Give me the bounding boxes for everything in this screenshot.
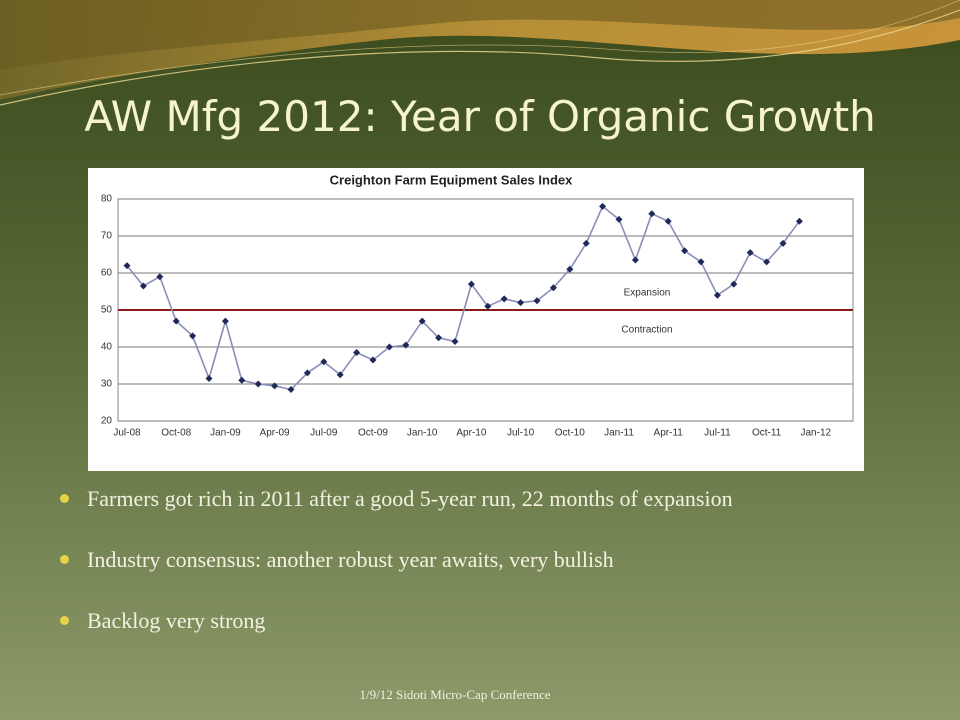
data-point xyxy=(615,215,623,223)
x-tick-label: Jul-09 xyxy=(310,428,338,439)
data-point xyxy=(435,334,443,342)
x-tick-label: Oct-09 xyxy=(358,428,388,439)
x-tick-label: Apr-11 xyxy=(654,428,684,439)
data-point xyxy=(287,386,295,394)
x-tick-label: Jul-11 xyxy=(704,428,731,439)
data-point xyxy=(320,358,328,366)
x-tick-label: Jan-12 xyxy=(801,428,832,439)
data-point xyxy=(336,371,344,379)
data-point xyxy=(172,317,180,325)
y-tick-label: 80 xyxy=(101,194,113,205)
bullet: Farmers got rich in 2011 after a good 5-… xyxy=(60,480,733,541)
data-point xyxy=(795,217,803,225)
data-point xyxy=(681,247,689,255)
y-tick-label: 70 xyxy=(101,231,113,242)
data-point xyxy=(500,295,508,303)
x-tick-label: Jul-08 xyxy=(113,428,141,439)
data-point xyxy=(303,369,311,377)
data-point xyxy=(730,280,738,288)
y-tick-label: 60 xyxy=(101,268,113,279)
x-tick-label: Jan-10 xyxy=(407,428,438,439)
x-tick-label: Oct-10 xyxy=(555,428,585,439)
data-point xyxy=(451,337,459,345)
bullet: Backlog very strong xyxy=(60,602,733,663)
data-point xyxy=(763,258,771,266)
data-point xyxy=(779,239,787,247)
x-tick-label: Oct-11 xyxy=(752,428,782,439)
bullet: Industry consensus: another robust year … xyxy=(60,541,733,602)
data-point xyxy=(467,280,475,288)
annotation: Expansion xyxy=(624,288,671,299)
data-point xyxy=(631,256,639,264)
data-point xyxy=(189,332,197,340)
data-point xyxy=(123,262,131,270)
data-point xyxy=(402,341,410,349)
data-point xyxy=(533,297,541,305)
data-point xyxy=(517,299,525,307)
data-point xyxy=(566,265,574,273)
slide-title: AW Mfg 2012: Year of Organic Growth xyxy=(84,92,876,141)
data-point xyxy=(205,374,213,382)
data-point xyxy=(484,302,492,310)
data-point xyxy=(549,284,557,292)
data-point xyxy=(221,317,229,325)
data-point xyxy=(664,217,672,225)
data-point xyxy=(697,258,705,266)
data-point xyxy=(582,239,590,247)
y-tick-label: 50 xyxy=(101,305,113,316)
chart: Creighton Farm Equipment Sales Index 20 3… xyxy=(88,168,864,471)
data-point xyxy=(713,291,721,299)
data-point xyxy=(271,382,279,390)
data-point xyxy=(156,273,164,281)
x-tick-label: Oct-08 xyxy=(161,428,191,439)
chart-background xyxy=(88,168,864,471)
data-point xyxy=(599,202,607,210)
x-tick-label: Jul-10 xyxy=(507,428,535,439)
data-point xyxy=(648,210,656,218)
data-line xyxy=(126,205,801,391)
x-tick-label: Apr-10 xyxy=(456,428,486,439)
annotation: Contraction xyxy=(621,325,672,336)
y-tick-label: 20 xyxy=(101,416,113,427)
data-point xyxy=(385,343,393,351)
chart-title: Creighton Farm Equipment Sales Index xyxy=(330,172,573,187)
data-point xyxy=(369,356,377,364)
data-point xyxy=(353,349,361,357)
data-point xyxy=(238,376,246,384)
data-point xyxy=(254,380,262,388)
bullet-list: Farmers got rich in 2011 after a good 5-… xyxy=(60,480,733,663)
x-tick-label: Jan-09 xyxy=(210,428,241,439)
footer: 1/9/12 Sidoti Micro-Cap Conference xyxy=(359,687,551,702)
y-tick-label: 40 xyxy=(101,342,113,353)
y-tick-label: 30 xyxy=(101,379,113,390)
x-tick-label: Apr-09 xyxy=(260,428,290,439)
data-point xyxy=(139,282,147,290)
x-tick-label: Jan-11 xyxy=(604,428,634,439)
data-point xyxy=(746,249,754,257)
data-point xyxy=(418,317,426,325)
